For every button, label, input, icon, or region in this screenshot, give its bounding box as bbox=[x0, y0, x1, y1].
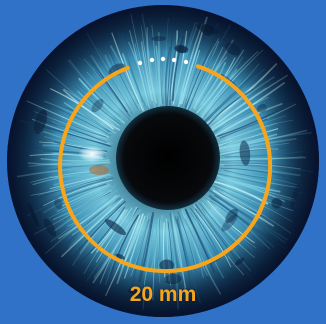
pupil bbox=[116, 106, 220, 210]
light-reflection bbox=[78, 146, 106, 162]
iris-freckle bbox=[89, 165, 109, 175]
measurement-ring bbox=[58, 64, 273, 274]
measurement-label: 20 mm bbox=[129, 283, 197, 306]
measurement-ring-gap-dots bbox=[137, 56, 189, 66]
